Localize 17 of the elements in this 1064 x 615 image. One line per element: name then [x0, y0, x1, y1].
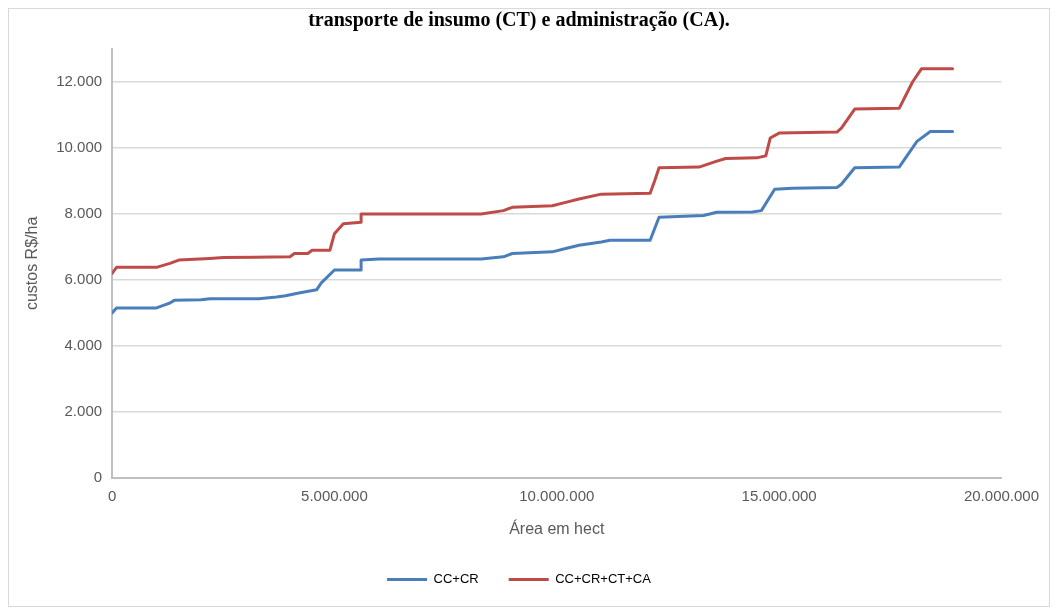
x-tick-label: 5.000.000 — [301, 486, 368, 504]
y-axis-title: custos R$/ha — [23, 216, 41, 311]
y-tick-label: 12.000 — [56, 72, 103, 90]
y-tick-label: 4.000 — [64, 336, 103, 353]
y-tick-label: 10.000 — [56, 138, 103, 156]
legend-label: CC+CR — [433, 571, 479, 587]
x-tick-label: 0 — [107, 486, 117, 504]
x-tick-label: 20.000.000 — [963, 486, 1039, 504]
y-tick-label: 0 — [93, 467, 103, 485]
y-tick-label: 2.000 — [64, 401, 103, 419]
x-tick-label: 15.000.000 — [741, 486, 817, 504]
y-tick-label: 8.000 — [64, 204, 103, 222]
chart-title: transporte de insumo (CT) e administração (CA). — [308, 8, 730, 32]
y-tick-label: 6.000 — [64, 270, 103, 288]
legend-label: CC+CR+CT+CA — [555, 571, 652, 587]
x-axis-title: Área em hect — [509, 518, 605, 537]
x-tick-label: 10.000.000 — [519, 486, 595, 504]
